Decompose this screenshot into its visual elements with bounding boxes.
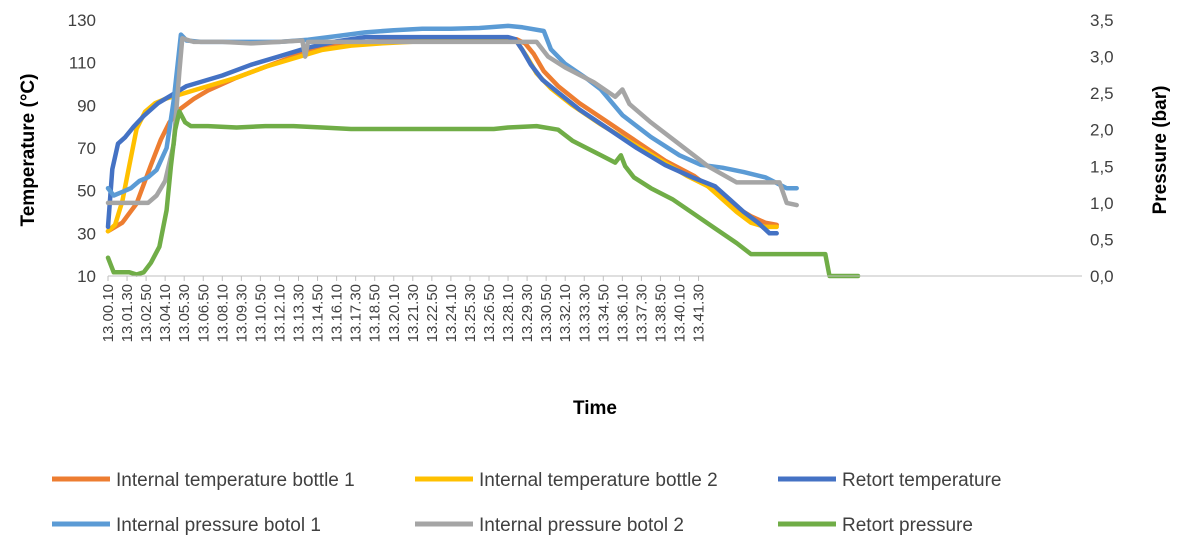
- legend-label: Internal temperature bottle 1: [116, 470, 355, 491]
- legend-label: Internal pressure botol 1: [116, 515, 321, 536]
- x-tick-label: 13.01.30: [119, 284, 136, 342]
- y-tick-label: 10: [77, 267, 96, 286]
- x-tick-label: 13.34.50: [595, 284, 612, 342]
- x-tick-label: 13.24.10: [443, 284, 460, 342]
- y-tick-label: 30: [77, 224, 96, 243]
- y2-tick-label: 0,5: [1090, 230, 1114, 249]
- series-line: [105, 34, 779, 236]
- legend-label: Retort temperature: [842, 470, 1001, 491]
- x-tick-label: 13.17.30: [348, 284, 365, 342]
- x-tick-label: 13.02.50: [138, 284, 155, 342]
- x-tick-label: 13.33.30: [576, 284, 593, 342]
- x-tick-label: 13.16.10: [329, 284, 346, 342]
- y-axis-title: Temperature (°C): [18, 74, 39, 227]
- y2-tick-label: 2,0: [1090, 121, 1114, 140]
- x-tick-label: 13.41.30: [691, 284, 708, 342]
- x-tick-label: 13.26.50: [481, 284, 498, 342]
- y2-tick-label: 1,0: [1090, 194, 1114, 213]
- y2-tick-label: 0,0: [1090, 267, 1114, 286]
- y-tick-label: 50: [77, 182, 96, 201]
- legend-label: Retort pressure: [842, 515, 973, 536]
- x-tick-label: 13.28.10: [500, 284, 517, 342]
- y-tick-label: 110: [69, 54, 96, 73]
- x-tick-label: 13.37.30: [633, 284, 650, 342]
- y2-tick-label: 3,5: [1090, 11, 1114, 30]
- series-layer: [105, 23, 861, 279]
- y-tick-label: 70: [77, 139, 96, 158]
- y2-tick-label: 1,5: [1090, 157, 1114, 176]
- x-tick-label: 13.38.50: [652, 284, 669, 342]
- legend: Internal temperature bottle 1 Internal te…: [52, 470, 1001, 536]
- y2-tick-label: 2,5: [1090, 84, 1114, 103]
- x-tick-label: 13.32.10: [557, 284, 574, 342]
- x-tick-label: 13.20.10: [386, 284, 403, 342]
- x-axis-title: Time: [573, 398, 617, 419]
- y2-axis-title: Pressure (bar): [1150, 86, 1171, 215]
- series-line: [105, 109, 861, 279]
- legend-label: Internal pressure botol 2: [479, 515, 684, 536]
- y-tick-label: 90: [77, 96, 96, 115]
- axes-layer: 10 30 50 70 90 110 130 0,0 0,5 1,0 1,5 2,0 2,5 3,0 3,5…: [68, 11, 1114, 342]
- x-tick-label: 13.21.30: [405, 284, 422, 342]
- x-tick-label: 13.36.10: [614, 284, 631, 342]
- x-tick-label: 13.04.10: [157, 284, 174, 342]
- x-tick-label: 13.29.30: [519, 284, 536, 342]
- legend-label: Internal temperature bottle 2: [479, 470, 718, 491]
- x-tick-label: 13.12.10: [271, 284, 288, 342]
- x-tick-label: 13.05.30: [176, 284, 193, 342]
- x-tick-label: 13.00.10: [100, 284, 117, 342]
- x-tick-label: 13.22.50: [424, 284, 441, 342]
- x-tick-label: 13.13.30: [291, 284, 308, 342]
- x-tick-label: 13.40.10: [672, 284, 689, 342]
- x-tick-label: 13.18.50: [367, 284, 384, 342]
- y2-tick-label: 3,0: [1090, 48, 1114, 67]
- x-tick-label: 13.25.30: [462, 284, 479, 342]
- x-tick-label: 13.08.10: [214, 284, 231, 342]
- series-line: [105, 23, 799, 198]
- x-tick-label: 13.06.50: [195, 284, 212, 342]
- x-tick-label: 13.09.30: [233, 284, 250, 342]
- x-tick-label: 13.10.50: [252, 284, 269, 342]
- y-tick-label: 130: [68, 11, 96, 30]
- x-tick-label: 13.14.50: [310, 284, 327, 342]
- x-tick-label: 13.30.50: [538, 284, 555, 342]
